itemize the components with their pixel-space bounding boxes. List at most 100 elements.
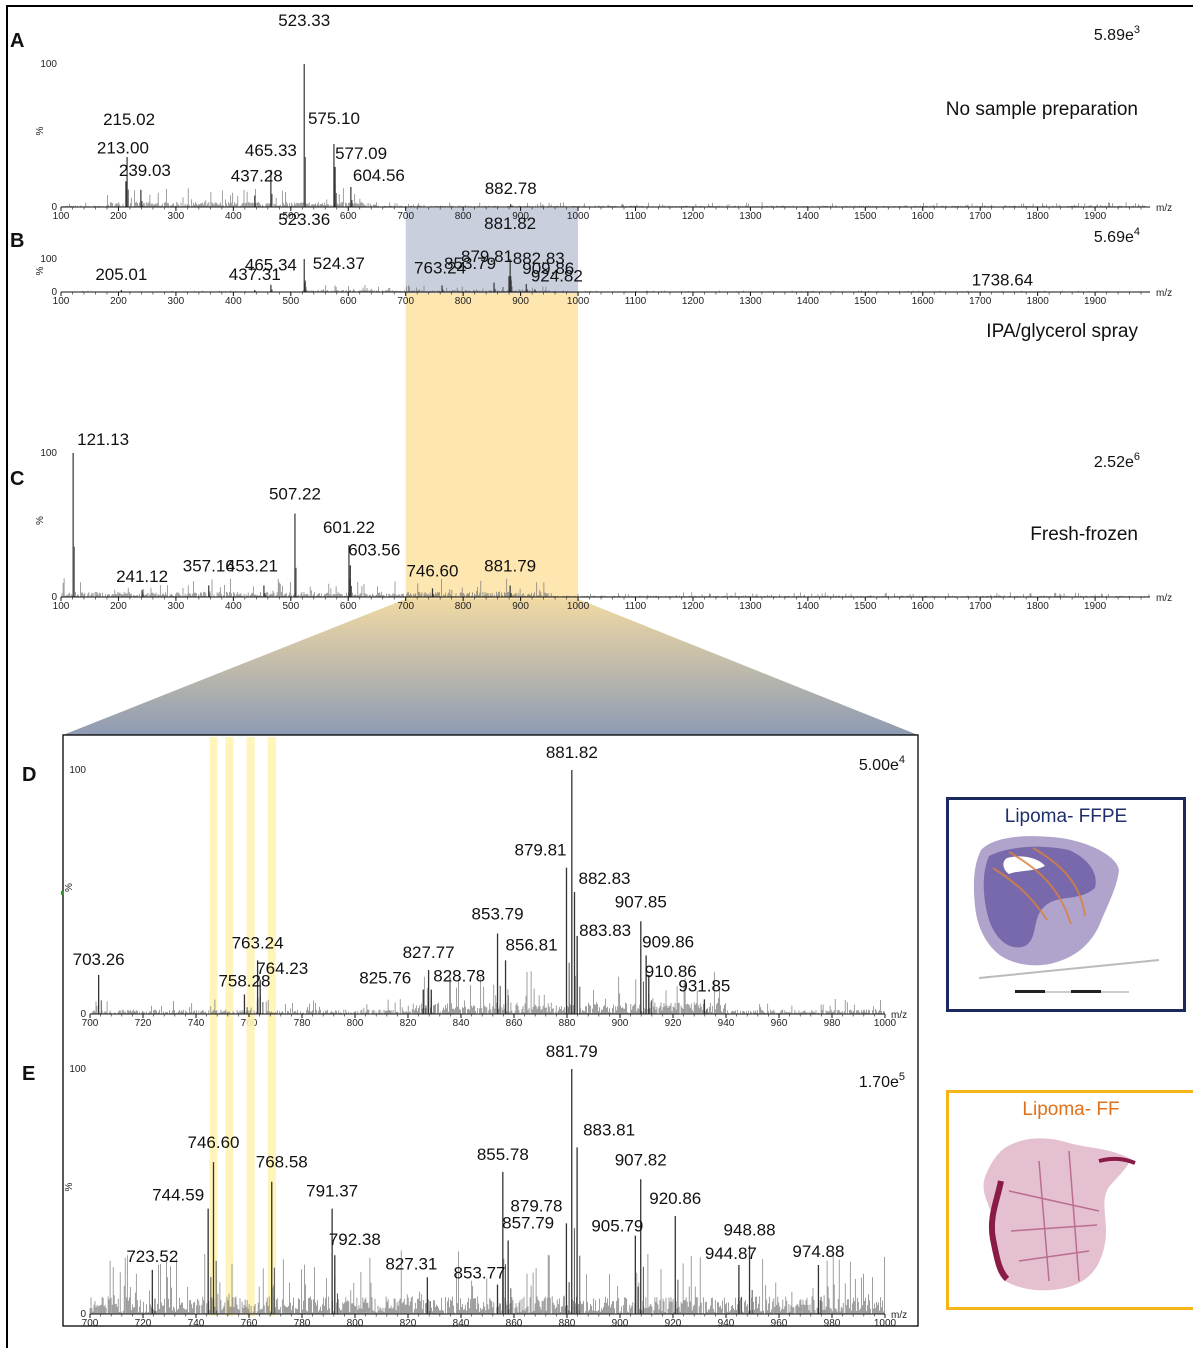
highlight-line [225, 1017, 234, 1316]
x-tick-label: 780 [294, 1018, 311, 1029]
panel-letter: E [22, 1063, 35, 1085]
x-tick-label: 800 [347, 1018, 364, 1029]
peak-label: 881.79 [546, 1042, 598, 1061]
intensity-label: 5.69e4 [1094, 226, 1140, 246]
x-tick-label: 1300 [739, 601, 762, 612]
x-tick-label: 900 [612, 1018, 629, 1029]
x-tick-label: 780 [294, 1318, 311, 1329]
intensity-exponent: 4 [899, 754, 905, 766]
x-tick-label: 840 [453, 1318, 470, 1329]
x-tick-label: 500 [282, 211, 299, 222]
spectrum-noise [89, 1250, 885, 1314]
peak-label: 465.33 [245, 141, 297, 160]
peak-label: 703.26 [73, 950, 125, 969]
x-tick-label: 1700 [969, 601, 992, 612]
x-tick-label: 1600 [912, 601, 935, 612]
peak-label: 577.09 [335, 144, 387, 163]
peak-label: 828.78 [433, 967, 485, 986]
peak-label: 909.86 [522, 259, 574, 278]
x-tick-label: 800 [347, 1318, 364, 1329]
tissue-box-ffpe: Lipoma- FFPE [946, 797, 1186, 1012]
x-tick-label: 1300 [739, 211, 762, 222]
x-tick-label: 1400 [797, 601, 820, 612]
x-tick-label: 1600 [912, 211, 935, 222]
spectrum-panel-d: 703.26 758.28 763.24 764.23 825.76 827.77 828.… [22, 737, 907, 1029]
x-axis-label: m/z [891, 1310, 907, 1321]
x-tick-label: 200 [110, 601, 127, 612]
x-tick-label: 600 [340, 601, 357, 612]
peak-label: 524.37 [313, 254, 365, 273]
peak-label: 855.78 [477, 1145, 529, 1164]
x-tick-label: 1000 [567, 601, 590, 612]
y-tick-label: 0 [80, 1309, 86, 1320]
peak-label: 764.23 [256, 959, 308, 978]
x-tick-label: 800 [455, 296, 472, 307]
y-tick-label: 100 [69, 1064, 86, 1075]
peak-label: 1738.64 [972, 270, 1033, 289]
x-tick-label: 760 [241, 1318, 258, 1329]
zoom-connector [63, 599, 918, 735]
x-tick-label: 980 [824, 1318, 841, 1329]
intensity-label: 2.52e6 [1094, 451, 1140, 471]
x-tick-label: 400 [225, 211, 242, 222]
peak-label: 856.81 [506, 935, 558, 954]
peak-label: 213.00 [97, 138, 149, 157]
panel-letter: D [22, 764, 36, 786]
x-tick-label: 1000 [567, 211, 590, 222]
peak-label: 723.52 [126, 1247, 178, 1266]
x-tick-label: 300 [168, 296, 185, 307]
x-tick-label: 840 [453, 1018, 470, 1029]
peak-label: 601.22 [323, 518, 375, 537]
x-tick-label: 740 [188, 1018, 205, 1029]
condition-label: No sample preparation [946, 99, 1138, 120]
peak-label: 853.79 [472, 904, 524, 923]
peak-label: 507.22 [269, 484, 321, 503]
peak-label: 603.56 [348, 540, 400, 559]
x-tick-label: 1600 [912, 296, 935, 307]
tissue-image-ff [983, 1138, 1136, 1291]
y-tick-label: 100 [40, 254, 57, 265]
x-tick-label: 1800 [1027, 211, 1050, 222]
peak-label: 879.81 [514, 841, 566, 860]
highlight-line [209, 737, 218, 1017]
x-tick-label: 920 [665, 1018, 682, 1029]
x-tick-label: 400 [225, 296, 242, 307]
x-tick-label: 1000 [567, 296, 590, 307]
spectrum-panel-e: 723.52 744.59 746.60 768.58 791.37 792.38827.… [22, 1017, 907, 1329]
x-tick-label: 1200 [682, 211, 705, 222]
tissue-label-ff: Lipoma- FF [1022, 1099, 1120, 1120]
x-tick-label: 700 [82, 1018, 99, 1029]
peak-label: 879.81 [461, 247, 513, 266]
x-tick-label: 1500 [854, 211, 877, 222]
peak-label: 920.86 [649, 1189, 701, 1208]
peak-label: 827.77 [403, 943, 455, 962]
intensity-exponent: 6 [1134, 451, 1140, 463]
x-tick-label: 880 [559, 1318, 576, 1329]
peak-label: 604.56 [353, 166, 405, 185]
x-tick-label: 880 [559, 1018, 576, 1029]
x-tick-label: 1400 [797, 211, 820, 222]
y-axis-label: % [64, 883, 75, 892]
x-tick-label: 1200 [682, 601, 705, 612]
peak-label: 239.03 [119, 161, 171, 180]
peak-label: 121.13 [77, 430, 129, 449]
x-tick-label: 1900 [1084, 296, 1107, 307]
highlight-line [246, 1017, 255, 1316]
peak-label: 882.83 [578, 869, 630, 888]
intensity-exponent: 4 [1134, 226, 1140, 238]
x-tick-label: 500 [282, 601, 299, 612]
peak-label: 974.88 [792, 1242, 844, 1261]
tissue-box-ff: Lipoma- FF [946, 1090, 1193, 1310]
x-axis-label: m/z [1156, 593, 1172, 604]
y-tick-label: 0 [51, 592, 57, 603]
x-tick-label: 1100 [625, 211, 647, 222]
peak-label: 881.82 [546, 743, 598, 762]
spectrum-noise [60, 578, 1151, 597]
peak-label: 523.33 [278, 11, 330, 30]
intensity-exponent: 5 [899, 1071, 905, 1083]
condition-label: IPA/glycerol spray [986, 321, 1138, 342]
y-tick-label: 0 [51, 287, 57, 298]
intensity-mantissa: 2.52e [1094, 454, 1134, 471]
